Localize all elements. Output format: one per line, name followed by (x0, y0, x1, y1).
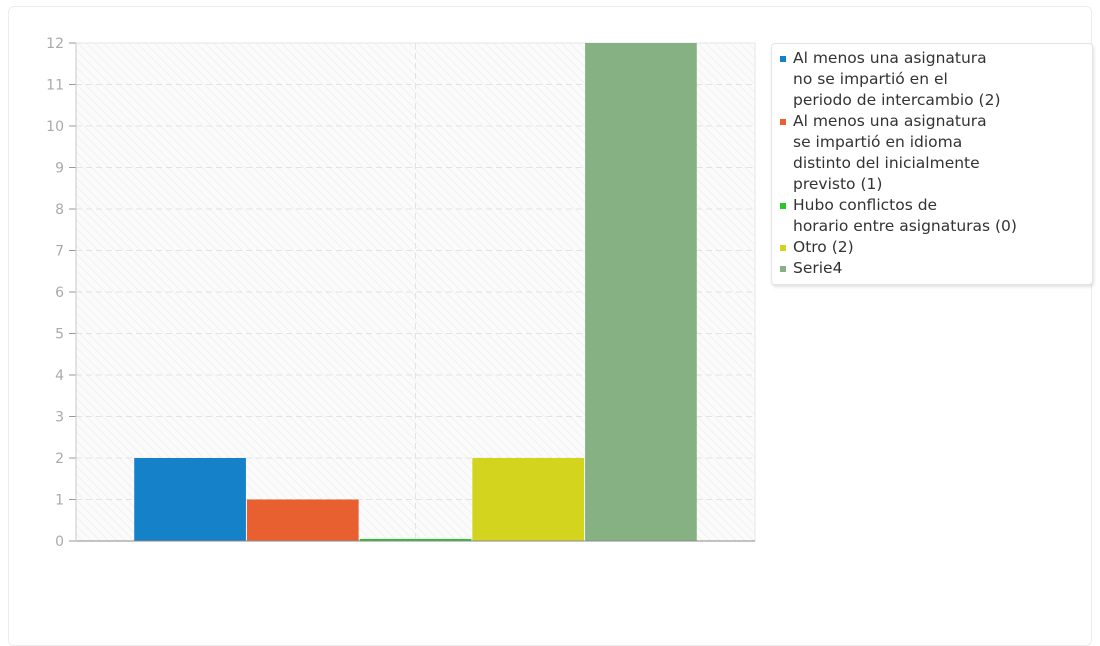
bar-5[interactable] (585, 43, 697, 541)
legend-item[interactable]: Al menos una asignatura se impartió en id… (780, 111, 1086, 195)
y-tick-label: 6 (55, 285, 64, 301)
bars (134, 43, 697, 541)
bar-1[interactable] (134, 458, 246, 541)
legend-item[interactable]: Serie4 (780, 258, 1086, 279)
legend-item[interactable]: Hubo conflictos de horario entre asignatu… (780, 195, 1086, 237)
legend-label-line: se impartió en idioma (793, 133, 963, 151)
y-tick-label: 11 (46, 78, 64, 94)
bar-2[interactable] (246, 499, 359, 542)
y-tick-label: 4 (55, 368, 64, 384)
legend-label-line: previsto (1) (793, 175, 883, 193)
y-tick-label: 0 (55, 534, 64, 550)
y-tick-label: 10 (46, 119, 64, 135)
legend-label-line: periodo de intercambio (2) (793, 91, 1001, 109)
y-tick-label: 1 (55, 493, 64, 509)
legend: Al menos una asignatura no se impartió en… (771, 43, 1093, 285)
legend-label-line: Al menos una asignatura (793, 49, 987, 67)
y-tick-label: 7 (55, 244, 64, 260)
legend-swatch (780, 203, 786, 209)
legend-swatch (780, 266, 786, 272)
y-tick-label: 9 (55, 161, 64, 177)
legend-label-line: Serie4 (793, 259, 843, 277)
legend-list: Al menos una asignatura no se impartió en… (780, 48, 1086, 279)
y-tick-label: 5 (55, 327, 64, 343)
y-tick-label: 12 (46, 36, 64, 52)
legend-label-line: Otro (2) (793, 238, 854, 256)
bar-4[interactable] (472, 458, 585, 541)
legend-label-line: distinto del inicialmente (793, 154, 980, 172)
y-tick-label: 3 (55, 410, 64, 426)
legend-label-line: Hubo conflictos de (793, 196, 938, 214)
legend-label-line: no se impartió en el (793, 70, 948, 88)
legend-item[interactable]: Otro (2) (780, 237, 1086, 258)
legend-swatch (780, 245, 786, 251)
legend-item[interactable]: Al menos una asignatura no se impartió en… (780, 48, 1086, 111)
legend-label-line: horario entre asignaturas (0) (793, 217, 1017, 235)
legend-label-line: Al menos una asignatura (793, 112, 987, 130)
legend-swatch (780, 119, 786, 125)
legend-swatch (780, 56, 786, 62)
bar-3[interactable] (359, 539, 472, 541)
y-tick-label: 8 (55, 202, 64, 218)
y-tick-label: 2 (55, 451, 64, 467)
